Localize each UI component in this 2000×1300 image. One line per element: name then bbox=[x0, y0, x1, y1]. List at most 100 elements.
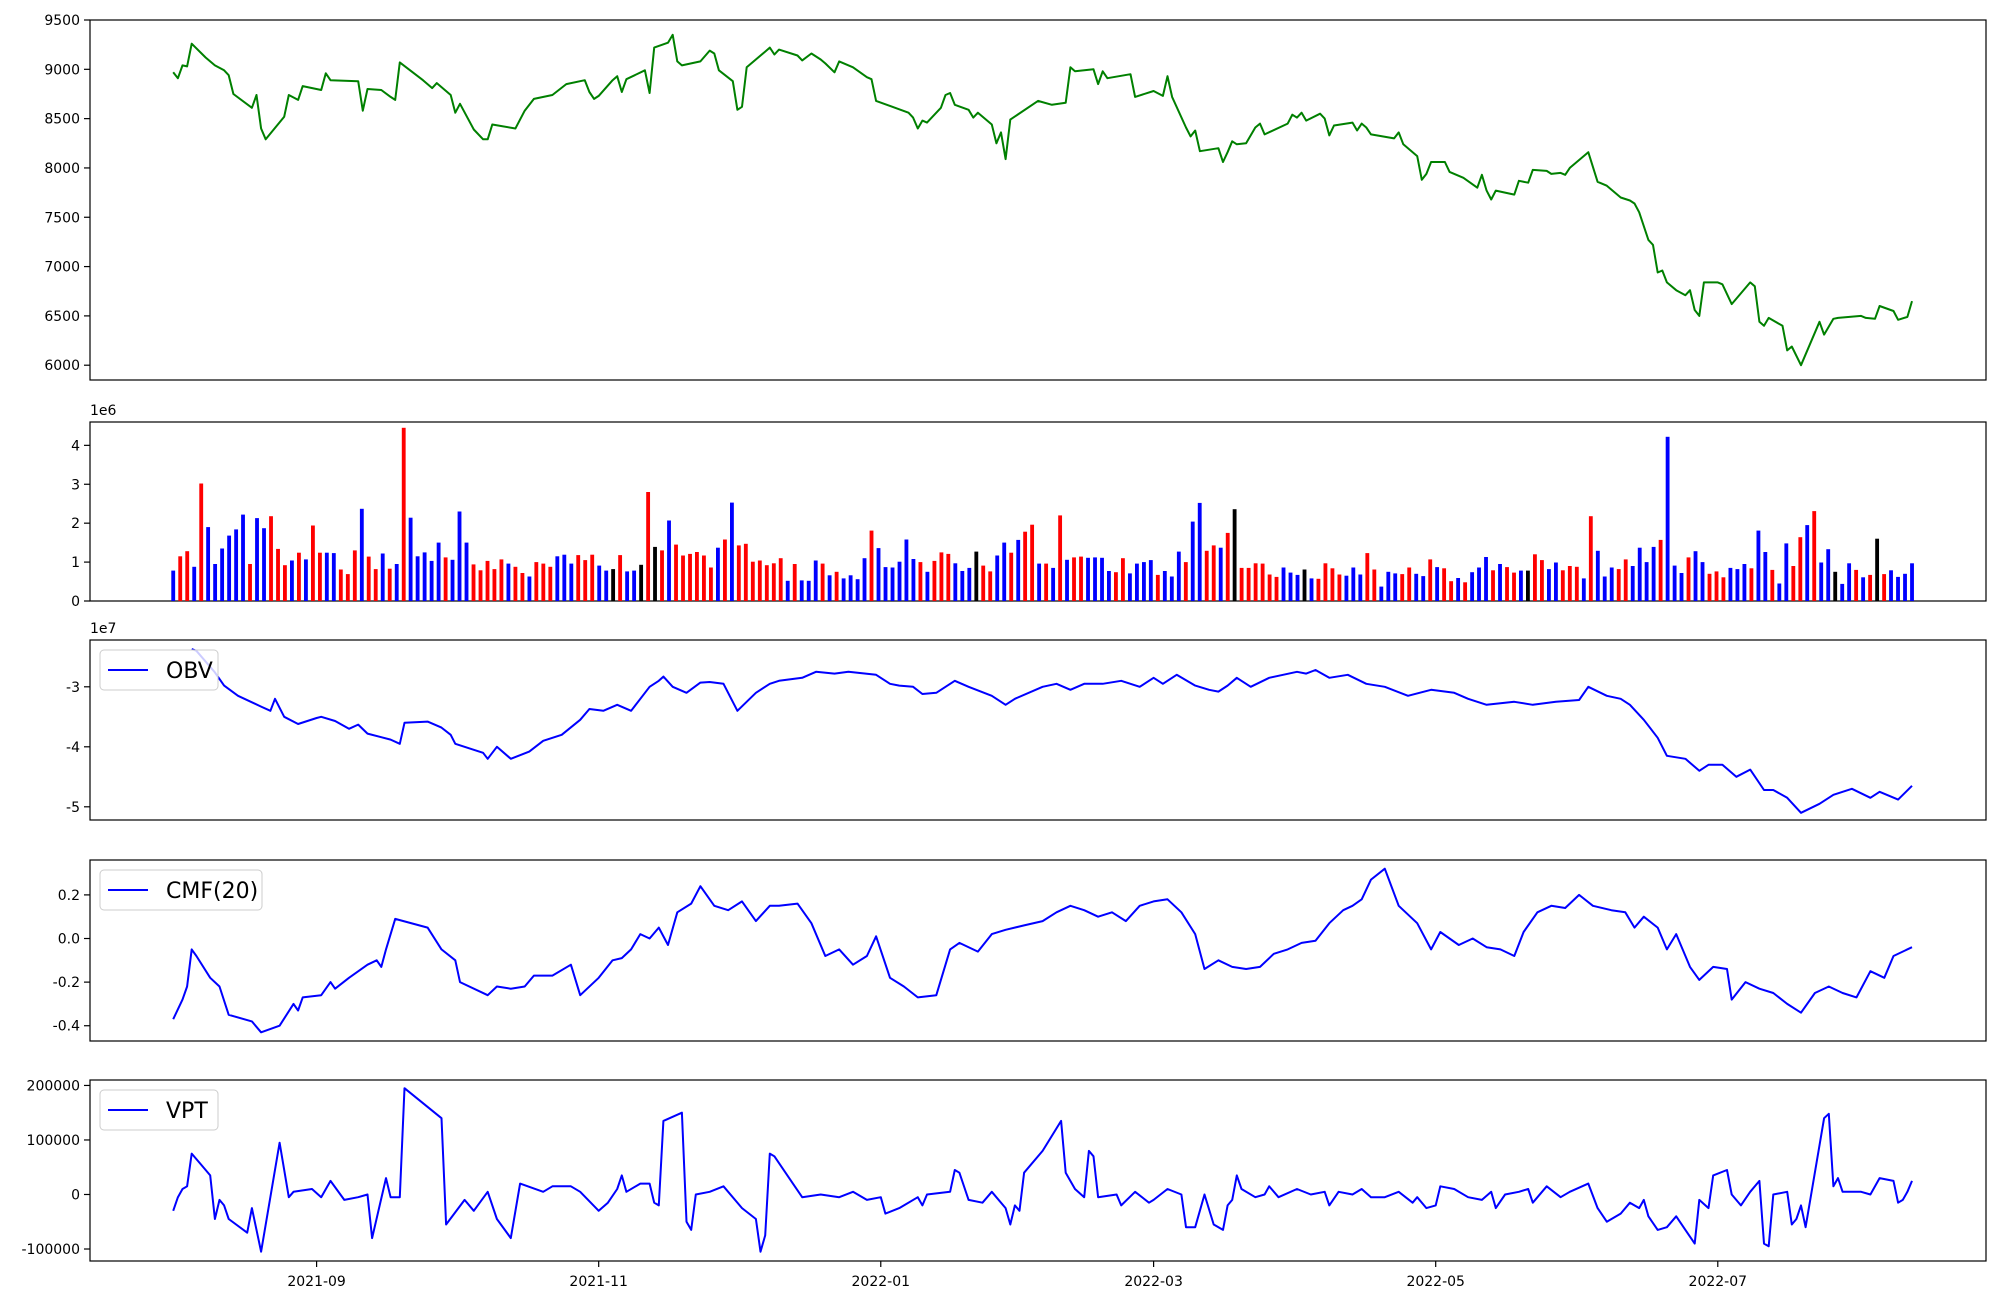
volume-bar bbox=[911, 559, 916, 601]
volume-bar bbox=[1281, 567, 1286, 601]
volume-bar bbox=[380, 553, 385, 601]
volume-bar bbox=[213, 564, 218, 601]
volume-bar bbox=[1889, 570, 1893, 601]
x-tick-label: 2022-01 bbox=[852, 1274, 911, 1290]
volume-bar bbox=[304, 559, 308, 601]
volume-bar bbox=[569, 563, 574, 601]
obv-offset-label: 1e7 bbox=[90, 621, 116, 637]
volume-bar bbox=[1644, 562, 1649, 601]
volume-bar bbox=[1379, 586, 1384, 601]
volume-bar bbox=[422, 552, 427, 601]
volume-bar bbox=[324, 552, 329, 601]
volume-bar bbox=[1295, 574, 1300, 601]
volume-bar bbox=[359, 508, 364, 601]
price-ytick-label: 6500 bbox=[44, 309, 80, 325]
volume-bar bbox=[520, 573, 525, 601]
volume-bar bbox=[1470, 572, 1475, 601]
vpt-frame bbox=[89, 1079, 1987, 1262]
volume-bar bbox=[513, 566, 518, 601]
volume-bar bbox=[946, 553, 951, 601]
volume-bar bbox=[262, 528, 266, 601]
volume-bar bbox=[485, 560, 490, 601]
volume-bar bbox=[918, 562, 923, 601]
x-tick-label: 2022-07 bbox=[1689, 1274, 1748, 1290]
obv-ytick-label: -4 bbox=[66, 740, 80, 756]
volume-bar bbox=[1239, 567, 1244, 601]
volume-bar bbox=[681, 555, 685, 601]
volume-bar bbox=[1700, 562, 1705, 601]
volume-bar bbox=[1190, 521, 1195, 601]
volume-bar bbox=[1169, 576, 1174, 601]
obv-ytick-label: -5 bbox=[66, 800, 80, 816]
volume-bar bbox=[1114, 572, 1118, 601]
volume-bar bbox=[1435, 567, 1440, 601]
price-frame bbox=[89, 19, 1987, 381]
volume-bar bbox=[1791, 566, 1796, 601]
volume-bar bbox=[932, 560, 937, 601]
volume-bar bbox=[1232, 509, 1237, 601]
volume-bar bbox=[1505, 567, 1509, 601]
volume-bar bbox=[1910, 563, 1914, 601]
volume-bar bbox=[632, 570, 637, 601]
volume-bar bbox=[248, 564, 252, 601]
volume-bar bbox=[1079, 556, 1083, 601]
volume-bar bbox=[618, 555, 623, 601]
volume-bar bbox=[1547, 569, 1551, 601]
volume-bar bbox=[1414, 573, 1419, 601]
volume-bar bbox=[331, 553, 336, 601]
volume-bar bbox=[1602, 576, 1607, 601]
volume-bar bbox=[1316, 578, 1321, 601]
volume-bar bbox=[967, 567, 972, 601]
volume-bar bbox=[429, 560, 434, 601]
volume-bar bbox=[1400, 574, 1405, 601]
volume-bar bbox=[227, 535, 232, 601]
volume-bar bbox=[283, 565, 287, 601]
volume-bar bbox=[1574, 566, 1579, 601]
volume-bar bbox=[785, 580, 790, 601]
obv-panel: -3 -4 -5 1e7 OBV bbox=[66, 621, 1987, 821]
volume-bar bbox=[1833, 571, 1838, 601]
volume-bar bbox=[408, 517, 413, 601]
volume-bar bbox=[1623, 559, 1628, 601]
volume-bar bbox=[890, 567, 895, 601]
cmf-frame bbox=[89, 859, 1987, 1042]
volume-bar bbox=[953, 563, 958, 601]
volume-bar bbox=[778, 558, 783, 601]
vpt-legend bbox=[99, 1089, 219, 1131]
cmf-panel: 0.2 0.0 -0.2 -0.4 CMF(20) bbox=[53, 859, 1987, 1042]
volume-bar bbox=[290, 560, 294, 601]
volume-bar bbox=[1351, 567, 1356, 601]
volume-bar bbox=[1903, 573, 1907, 601]
volume-bar bbox=[1142, 562, 1146, 601]
obv-legend-label: OBV bbox=[166, 659, 213, 684]
x-tick-label: 2022-05 bbox=[1406, 1274, 1465, 1290]
volume-bar bbox=[960, 571, 965, 601]
volume-bar bbox=[1128, 573, 1132, 601]
volume-bar bbox=[730, 502, 734, 601]
volume-bar bbox=[1253, 563, 1258, 601]
volume-bar bbox=[1323, 563, 1328, 601]
volume-bar bbox=[1567, 566, 1572, 601]
volume-bar bbox=[1554, 562, 1558, 601]
volume-bar bbox=[464, 542, 469, 601]
volume-bar bbox=[318, 552, 322, 601]
volume-bar bbox=[639, 564, 644, 601]
obv-ytick-label: -3 bbox=[66, 680, 80, 696]
price-ytick-label: 7500 bbox=[44, 210, 80, 226]
volume-bar bbox=[653, 546, 657, 601]
volume-bar bbox=[1560, 570, 1565, 601]
volume-bar bbox=[834, 571, 839, 601]
volume-bar bbox=[1002, 542, 1007, 601]
volume-bar bbox=[1135, 563, 1139, 601]
volume-bar bbox=[1896, 576, 1900, 601]
price-panel: 6000 6500 7000 7500 8000 8500 9000 9500 bbox=[44, 13, 1987, 381]
volume-bar bbox=[820, 563, 825, 601]
volume-bar bbox=[1519, 570, 1523, 601]
volume-bar bbox=[199, 483, 204, 601]
volume-bar bbox=[506, 563, 511, 601]
volume-bar bbox=[1526, 570, 1530, 601]
price-ytick-label: 8500 bbox=[44, 112, 80, 128]
volume-bar bbox=[1805, 525, 1810, 601]
volume-bar bbox=[939, 552, 944, 601]
volume-bar bbox=[1588, 516, 1593, 601]
